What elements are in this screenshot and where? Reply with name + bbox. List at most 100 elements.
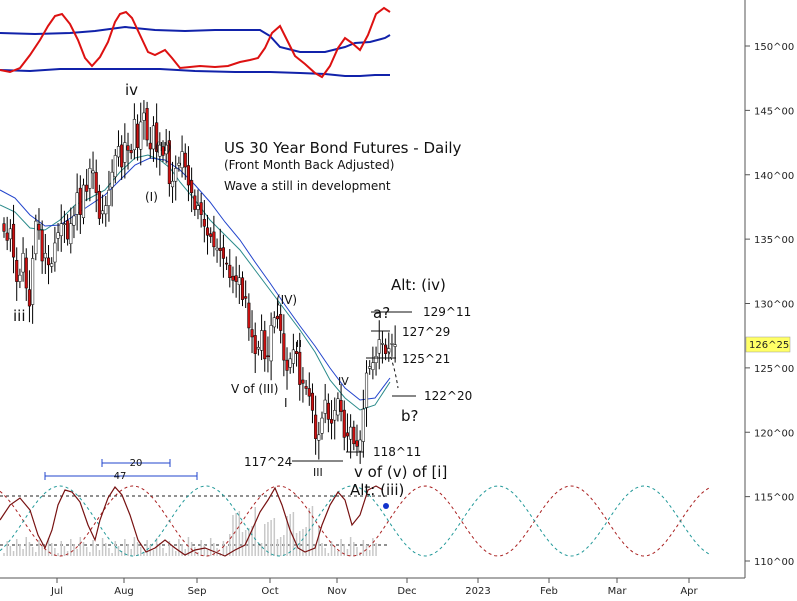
level-label-117-24: 117^24	[244, 455, 292, 469]
candle-body-32	[104, 205, 108, 215]
price-axis: 110^00 115^00 120^00 125^00 130^00 135^00 140^…	[745, 42, 794, 568]
candle-67	[215, 238, 219, 263]
candle-45	[145, 101, 149, 147]
candle-body-112	[358, 439, 362, 452]
candle-16	[53, 226, 57, 272]
x-tick-label-1: Aug	[114, 586, 134, 597]
candle-body-12	[40, 229, 44, 262]
candle-64	[205, 214, 210, 255]
candle-100	[320, 411, 324, 440]
x-tick-label-9: Apr	[680, 586, 698, 597]
candle-body-26	[85, 184, 89, 192]
cycle-current-dot	[383, 503, 389, 509]
candle-118	[377, 320, 381, 370]
candle-body-21	[69, 223, 73, 245]
candle-body-84	[269, 325, 273, 362]
candle-body-39	[126, 145, 130, 151]
candle-body-45	[145, 108, 149, 141]
candle-body-40	[129, 150, 133, 154]
candle-88	[282, 314, 286, 377]
candle-body-25	[81, 184, 86, 219]
wave-label-iv: iv	[125, 81, 138, 99]
candle-body-18	[59, 223, 63, 237]
candle-body-98	[314, 414, 318, 439]
candle-120	[384, 338, 388, 361]
x-tick-label-3: Oct	[261, 586, 278, 597]
candle-body-80	[256, 347, 260, 350]
candle-body-54	[174, 168, 178, 182]
candle-40	[129, 143, 133, 160]
candle-56	[180, 135, 184, 178]
candle-body-52	[167, 140, 171, 185]
candle-59	[190, 167, 194, 213]
candle-body-92	[295, 351, 299, 354]
candle-111	[355, 424, 359, 457]
candle-1	[5, 216, 9, 251]
candle-3	[11, 204, 16, 274]
level-label-122-20: 122^20	[424, 389, 472, 403]
cycle-panel: 20 47	[0, 458, 712, 557]
candle-63	[202, 199, 206, 243]
candle-body-53	[170, 180, 175, 188]
candle-114	[364, 360, 369, 427]
candle-54	[174, 155, 178, 201]
candle-body-67	[215, 247, 219, 251]
candle-31	[101, 194, 105, 224]
candle-9	[31, 245, 35, 324]
candle-body-0	[2, 223, 6, 232]
candle-82	[263, 320, 267, 372]
candle-99	[317, 421, 321, 460]
candle-73	[234, 256, 238, 298]
wave-label-a: a?	[373, 304, 390, 322]
candle-body-19	[62, 223, 66, 225]
candle-29	[94, 159, 98, 213]
candle-110	[352, 420, 356, 451]
candle-body-34	[110, 171, 114, 188]
candle-72	[231, 266, 235, 294]
y-tick-label-5: 135^00	[754, 235, 794, 246]
candle-101	[323, 383, 327, 424]
candle-37	[120, 135, 124, 180]
candle-33	[107, 170, 111, 222]
candle-body-85	[272, 317, 276, 328]
candle-61	[196, 189, 200, 220]
candle-38	[123, 123, 127, 179]
candle-body-38	[123, 142, 127, 163]
x-tick-label-2: Sep	[188, 586, 207, 597]
candle-39	[126, 132, 130, 170]
candle-body-72	[231, 275, 235, 281]
candle-18	[59, 204, 63, 252]
candle-105	[336, 392, 340, 422]
candle-body-73	[234, 275, 238, 282]
candle-19	[62, 210, 66, 243]
y-tick-label-3: 125^00	[754, 364, 794, 375]
x-tick-label-4: Nov	[327, 586, 347, 597]
candle-body-27	[88, 168, 92, 189]
candle-122	[390, 333, 394, 357]
candle-body-22	[72, 215, 76, 226]
candle-body-33	[107, 189, 111, 206]
candle-body-78	[250, 329, 254, 338]
candle-body-83	[266, 355, 270, 358]
candle-body-3	[11, 223, 16, 258]
candle-body-74	[237, 277, 241, 285]
candle-8	[27, 270, 31, 323]
fast-moving-average	[0, 154, 391, 411]
x-tick-label-7: Feb	[540, 586, 558, 597]
y-tick-label-1: 115^00	[754, 493, 794, 504]
cycle-composite-line	[0, 485, 384, 557]
candle-36	[116, 130, 121, 167]
candle-body-1	[5, 232, 9, 241]
candle-58	[186, 146, 190, 202]
candle-46	[148, 126, 152, 159]
wave-label-iii: iii	[13, 307, 26, 325]
oscillator-panel	[0, 6, 391, 79]
candle-21	[69, 207, 73, 254]
candle-87	[279, 304, 283, 344]
candle-11	[37, 208, 41, 240]
candle-body-104	[333, 410, 337, 421]
candle-body-13	[43, 253, 47, 259]
candle-body-24	[78, 187, 82, 215]
candle-60	[193, 189, 197, 216]
candle-103	[329, 400, 334, 440]
